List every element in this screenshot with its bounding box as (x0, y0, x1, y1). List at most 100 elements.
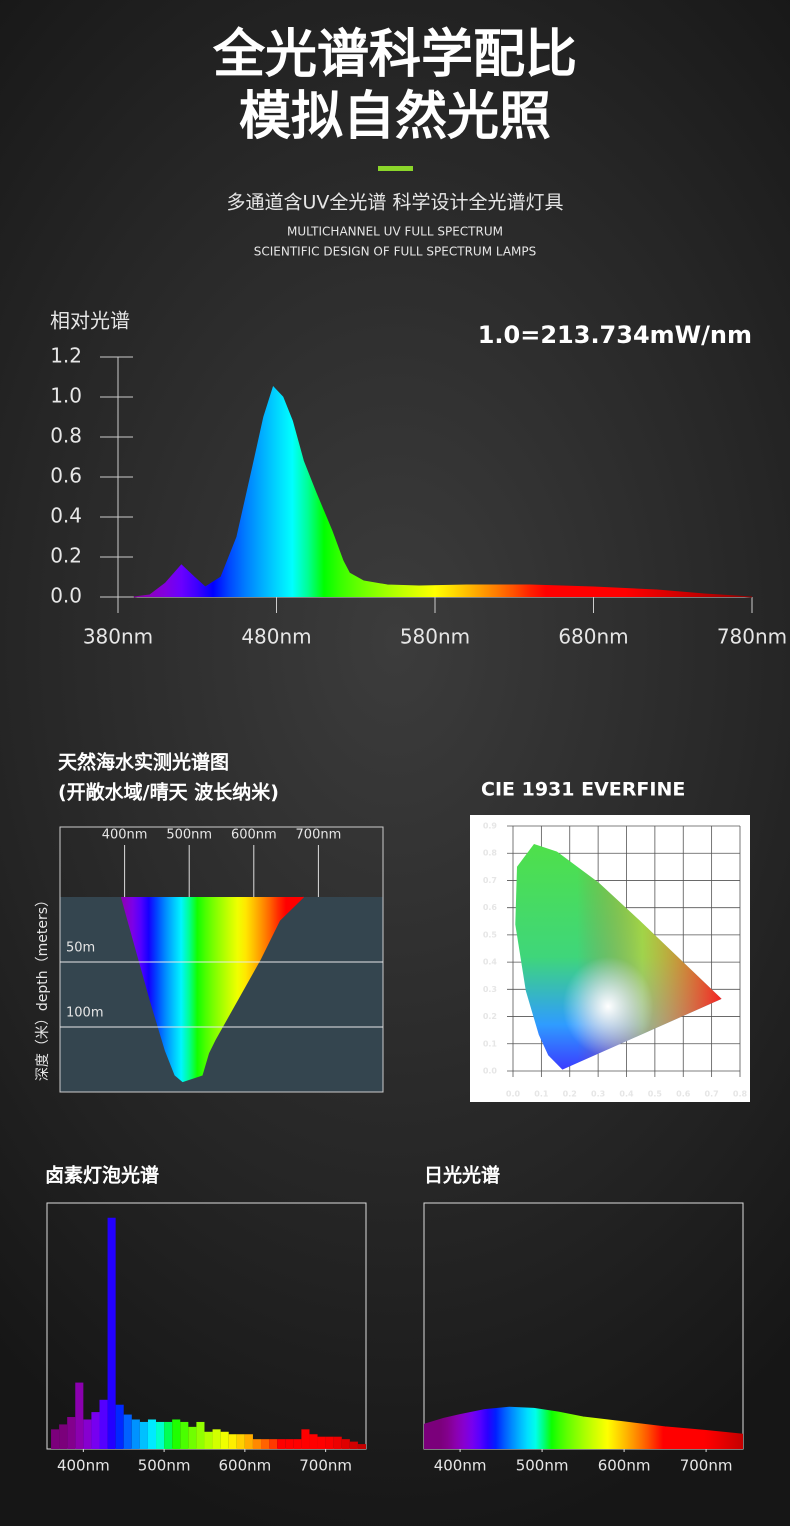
y-tick-label: 0.0 (50, 584, 82, 608)
y-tick-label: 1.0 (50, 384, 82, 408)
bar (244, 1434, 253, 1449)
bar (188, 1426, 197, 1449)
x-tick-label: 500nm (138, 1457, 191, 1475)
x-tick-label: 400nm (434, 1457, 487, 1475)
bar (147, 1419, 157, 1449)
y-tick-label: 0.7 (483, 876, 497, 885)
english-line: MULTICHANNEL UV FULL SPECTRUM (287, 225, 503, 239)
x-tick-label: 500nm (166, 828, 212, 843)
bar (236, 1434, 245, 1449)
chart-title: 天然海水实测光谱图 (58, 751, 229, 774)
accent-bar (378, 166, 413, 171)
bar (83, 1419, 92, 1449)
y-tick-label: 0.5 (483, 930, 498, 939)
bar (164, 1421, 173, 1449)
bar (123, 1414, 132, 1449)
y-tick-label: 0.9 (483, 822, 498, 831)
chart-title: CIE 1931 EVERFINE (481, 779, 685, 801)
chart-title: 日光光谱 (424, 1164, 500, 1187)
chart-title: (开敞水域/晴天 波长纳米) (58, 781, 279, 804)
x-tick-label: 380nm (83, 625, 153, 649)
x-tick-label: 780nm (717, 625, 787, 649)
bar (115, 1404, 124, 1449)
bar (212, 1429, 221, 1449)
y-tick-label: 0.4 (50, 504, 82, 528)
bar (309, 1434, 318, 1449)
y-tick-label: 0.1 (483, 1039, 498, 1048)
x-tick-label: 0.0 (506, 1090, 521, 1099)
bar (349, 1441, 358, 1449)
area-line (120, 896, 304, 1083)
x-tick-label: 580nm (400, 625, 470, 649)
x-tick-label: 600nm (598, 1457, 651, 1475)
y-axis-label: 深度（米）depth（meters） (35, 893, 51, 1081)
bar (51, 1429, 60, 1449)
area-fill (424, 1407, 743, 1449)
y-tick-label: 0.6 (50, 464, 82, 488)
bar (341, 1439, 350, 1449)
plot-frame (59, 826, 384, 1093)
x-tick-label: 400nm (57, 1457, 110, 1475)
x-tick-label: 600nm (218, 1457, 271, 1475)
x-tick-label: 700nm (299, 1457, 352, 1475)
x-tick-label: 680nm (558, 625, 628, 649)
y-tick-label: 0.2 (50, 544, 82, 568)
bar (139, 1421, 148, 1449)
x-tick-label: 0.8 (733, 1090, 748, 1099)
x-tick-label: 0.6 (676, 1090, 691, 1099)
title-line: 全光谱科学配比 (212, 25, 577, 85)
bar (277, 1439, 286, 1449)
gamut-white (515, 844, 722, 1070)
x-tick-label: 700nm (680, 1457, 733, 1475)
x-tick-label: 0.7 (705, 1090, 719, 1099)
bar (220, 1431, 229, 1449)
x-tick-label: 0.3 (591, 1090, 605, 1099)
bar (59, 1424, 68, 1449)
bar (107, 1217, 116, 1449)
bar (357, 1444, 366, 1449)
x-tick-label: 0.4 (619, 1090, 634, 1099)
x-tick-label: 500nm (516, 1457, 569, 1475)
area-line (423, 1406, 744, 1435)
bar (180, 1421, 189, 1449)
y-tick-label: 0.8 (483, 849, 498, 858)
bar (333, 1436, 342, 1449)
x-tick-label: 480nm (241, 625, 311, 649)
x-tick-label: 0.5 (648, 1090, 663, 1099)
bar (67, 1417, 76, 1449)
bar (293, 1439, 302, 1449)
bar (261, 1439, 270, 1449)
bar (252, 1439, 262, 1449)
chart-title: 卤素灯泡光谱 (45, 1164, 159, 1187)
bar (131, 1419, 140, 1449)
x-tick-label: 700nm (296, 828, 342, 843)
area-fill (121, 897, 304, 1082)
title-line: 模拟自然光照 (239, 87, 551, 147)
bar (172, 1419, 181, 1449)
annotation: 1.0=213.734mW/nm (478, 321, 752, 349)
x-tick-label: 0.2 (563, 1090, 577, 1099)
english-line: SCIENTIFIC DESIGN OF FULL SPECTRUM LAMPS (254, 245, 537, 259)
bar (75, 1382, 84, 1449)
bar (285, 1439, 294, 1449)
subtitle: 多通道含UV全光谱 科学设计全光谱灯具 (227, 192, 564, 214)
bar (228, 1434, 237, 1449)
bar (156, 1421, 165, 1449)
bar (204, 1431, 213, 1449)
y-tick-label: 1.2 (50, 344, 82, 368)
y-tick-label: 0.2 (483, 1012, 497, 1021)
area-line (133, 386, 753, 598)
bar (325, 1436, 334, 1449)
y-tick-label: 50m (66, 941, 95, 956)
bar (99, 1399, 108, 1449)
y-tick-label: 0.6 (483, 903, 498, 912)
y-tick-label: 0.0 (483, 1067, 498, 1076)
y-tick-label: 0.3 (483, 985, 497, 994)
bar (196, 1421, 205, 1449)
x-tick-label: 0.1 (534, 1090, 549, 1099)
x-tick-label: 600nm (231, 828, 277, 843)
bar (269, 1439, 278, 1449)
y-axis-label: 相对光谱 (50, 309, 130, 333)
